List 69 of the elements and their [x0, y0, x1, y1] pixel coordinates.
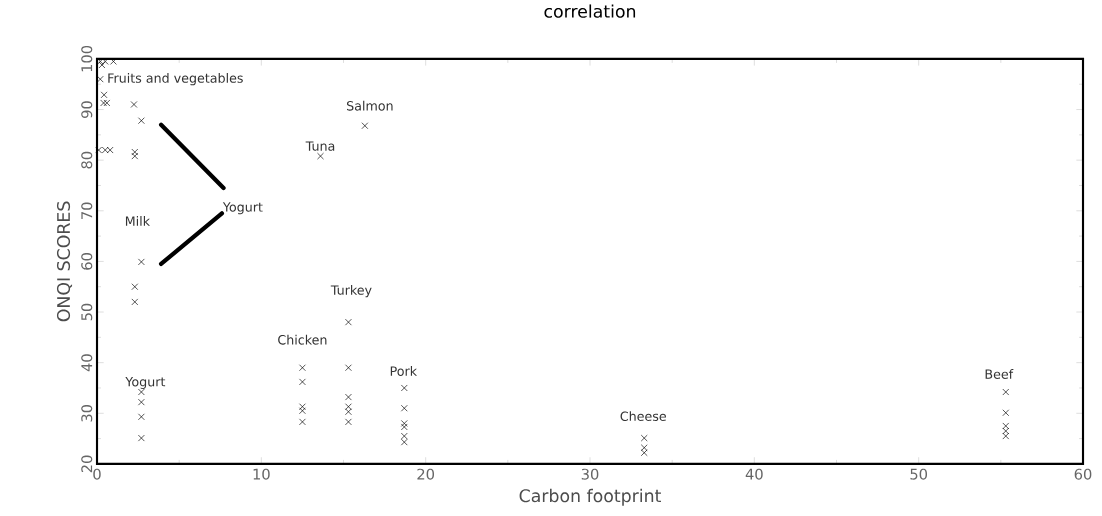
point	[345, 418, 352, 426]
chart-title: correlation	[544, 4, 636, 18]
y-tick-label: 50	[81, 303, 93, 321]
point	[138, 413, 145, 421]
point	[1002, 427, 1010, 435]
point	[131, 283, 139, 291]
point	[317, 152, 324, 160]
x-tick-label: 0	[93, 468, 101, 480]
point	[345, 393, 352, 401]
point	[131, 152, 139, 160]
annotation: Milk	[125, 216, 150, 226]
point	[400, 384, 408, 392]
point	[640, 434, 648, 442]
point	[130, 101, 138, 108]
point	[138, 117, 145, 125]
point	[400, 432, 408, 440]
x-tick-label: 50	[910, 468, 928, 480]
annotation: Cheese	[620, 411, 666, 422]
annotation: Salmon	[346, 100, 393, 111]
point	[345, 403, 352, 411]
point	[299, 407, 306, 415]
y-tick-label: 60	[81, 253, 93, 270]
point	[299, 364, 306, 372]
point	[100, 99, 107, 107]
annotation: Chicken	[278, 334, 327, 345]
y-axis-title: ONQI SCORES	[56, 201, 73, 322]
y-tick-label: 100	[81, 45, 93, 72]
point	[1002, 409, 1010, 417]
x-tick-label: 40	[745, 468, 763, 480]
annotation: Fruits and vegetables	[108, 73, 243, 86]
x-tick-label: 60	[1074, 468, 1092, 480]
y-tick-label: 30	[81, 404, 93, 422]
x-tick-label: 20	[417, 468, 435, 480]
x-tick-label: 10	[253, 468, 270, 480]
annotation: Turkey	[330, 285, 372, 298]
point	[640, 449, 648, 457]
point	[1002, 422, 1010, 430]
point	[299, 378, 306, 386]
point	[100, 91, 108, 99]
annotation: Yogurt	[222, 202, 263, 215]
x-axis-title: Carbon footprint	[519, 488, 661, 506]
point	[131, 298, 139, 306]
y-tick-label: 90	[81, 101, 93, 118]
point	[138, 398, 145, 406]
x-tick-label: 30	[581, 468, 599, 480]
point	[400, 423, 408, 431]
point	[361, 122, 369, 130]
point	[103, 99, 111, 107]
point	[299, 418, 306, 426]
point	[138, 434, 145, 442]
point	[400, 420, 408, 427]
point	[345, 408, 352, 416]
point	[400, 404, 408, 412]
point	[400, 438, 408, 446]
point	[138, 258, 145, 266]
point	[1002, 388, 1010, 396]
point	[1002, 432, 1010, 440]
y-tick-label: 40	[81, 354, 93, 372]
point	[345, 318, 352, 326]
y-tick-label: 70	[81, 202, 93, 219]
point	[131, 148, 139, 156]
point	[299, 403, 306, 411]
annotation: Beef	[985, 369, 1014, 379]
annotation: Pork	[390, 366, 418, 376]
annotation: Tuna	[305, 141, 335, 151]
annotation: Yogurt	[125, 377, 166, 389]
point	[640, 444, 648, 452]
y-tick-label: 80	[81, 151, 93, 169]
point	[345, 364, 352, 372]
